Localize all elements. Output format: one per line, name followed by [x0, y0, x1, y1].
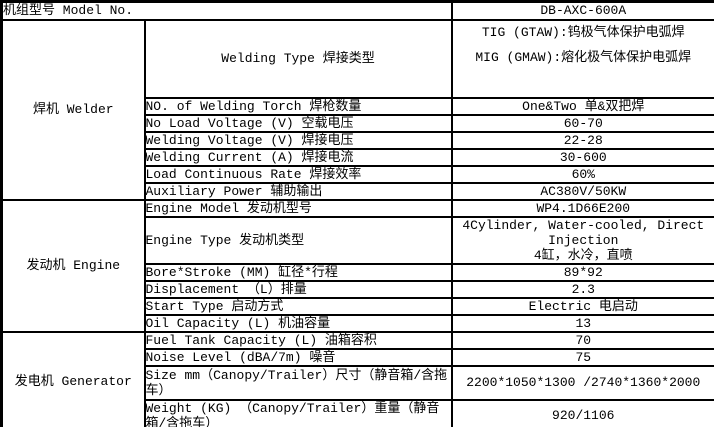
table-row-oil-capacity: Oil Capacity (L) 机油容量 13: [2, 313, 714, 333]
value-start-type: Electric 电启动: [450, 296, 714, 316]
value-welding-type: TIG (GTAW):钨极气体保护电弧焊 MIG (GMAW):熔化极气体保护电…: [450, 18, 714, 99]
table-row-start-type: Start Type 启动方式 Electric 电启动: [2, 296, 714, 316]
param-bore-stroke: Bore*Stroke (MM) 缸径*行程: [143, 262, 453, 282]
value-welding-type-mig: MIG (GMAW):熔化极气体保护电弧焊: [475, 49, 692, 65]
value-welding-current: 30-600: [450, 147, 714, 167]
param-noise-level: Noise Level (dBA/7m) 噪音: [143, 347, 453, 367]
table-row-noise-level: Noise Level (dBA/7m) 噪音 75: [2, 347, 714, 367]
table-row-engine-type: Engine Type 发动机类型 4Cylinder, Water-coole…: [2, 215, 714, 265]
param-displacement: Displacement （L）排量: [143, 279, 453, 299]
section-label-generator: 发电机 Generator: [0, 330, 146, 427]
table-row-model-no: 机组型号 Model No. DB-AXC-600A: [0, 0, 714, 21]
table-row-displacement: Displacement （L）排量 2.3: [2, 279, 714, 299]
value-displacement: 2.3: [450, 279, 714, 299]
table-row-fuel-tank-capacity: 发电机 Generator Fuel Tank Capacity (L) 油箱容…: [0, 330, 714, 427]
value-load-continuous-rate: 60%: [450, 164, 714, 184]
param-welding-type: Welding Type 焊接类型: [143, 18, 453, 99]
table-row-welding-torch: NO. of Welding Torch 焊枪数量 One&Two 单&双把焊: [2, 96, 714, 116]
param-welding-torch: NO. of Welding Torch 焊枪数量: [143, 96, 453, 116]
value-engine-type: 4Cylinder, Water-cooled, Direct Injectio…: [450, 215, 714, 265]
param-engine-model: Engine Model 发动机型号: [143, 198, 453, 218]
param-oil-capacity: Oil Capacity (L) 机油容量: [143, 313, 453, 333]
value-fuel-tank-capacity: 70: [450, 330, 714, 350]
value-engine-type-en: 4Cylinder, Water-cooled, Direct Injectio…: [462, 217, 705, 248]
section-label-welder: 焊机 Welder: [0, 18, 146, 201]
param-fuel-tank-capacity: Fuel Tank Capacity (L) 油箱容积: [143, 330, 453, 350]
param-weight: Weight (KG) （Canopy/Trailer）重量（静音箱/含拖车）: [143, 398, 453, 427]
table-row-auxiliary-power: Auxiliary Power 辅助输出 AC380V/50KW: [2, 181, 714, 201]
table-row-no-load-voltage: No Load Voltage (V) 空载电压 60-70: [2, 113, 714, 133]
model-no-label: 机组型号 Model No.: [0, 0, 453, 21]
param-auxiliary-power: Auxiliary Power 辅助输出: [143, 181, 453, 201]
value-no-load-voltage: 60-70: [450, 113, 714, 133]
value-weight: 920/1106: [450, 398, 714, 427]
param-start-type: Start Type 启动方式: [143, 296, 453, 316]
table-row-load-continuous-rate: Load Continuous Rate 焊接效率 60%: [2, 164, 714, 184]
table-row-weight: Weight (KG) （Canopy/Trailer）重量（静音箱/含拖车） …: [2, 398, 714, 427]
model-no-value: DB-AXC-600A: [450, 0, 714, 21]
param-size: Size mm（Canopy/Trailer）尺寸（静音箱/含拖车）: [143, 364, 453, 401]
section-label-engine: 发动机 Engine: [0, 198, 146, 333]
value-engine-model: WP4.1D66E200: [450, 198, 714, 218]
param-welding-voltage: Welding Voltage (V) 焊接电压: [143, 130, 453, 150]
table-row-welding-current: Welding Current (A) 焊接电流 30-600: [2, 147, 714, 167]
value-bore-stroke: 89*92: [450, 262, 714, 282]
value-welding-type-tig: TIG (GTAW):钨极气体保护电弧焊: [481, 24, 685, 40]
table-row-welding-type: 焊机 Welder Welding Type 焊接类型 TIG (GTAW):钨…: [0, 18, 714, 201]
value-auxiliary-power: AC380V/50KW: [450, 181, 714, 201]
table-row-bore-stroke: Bore*Stroke (MM) 缸径*行程 89*92: [2, 262, 714, 282]
value-engine-type-cn: 4缸，水冷，直喷: [533, 247, 633, 263]
param-engine-type: Engine Type 发动机类型: [143, 215, 453, 265]
value-noise-level: 75: [450, 347, 714, 367]
table-row-size: Size mm（Canopy/Trailer）尺寸（静音箱/含拖车） 2200*…: [2, 364, 714, 401]
value-size: 2200*1050*1300 /2740*1360*2000: [450, 364, 714, 401]
value-welding-torch: One&Two 单&双把焊: [450, 96, 714, 116]
param-welding-current: Welding Current (A) 焊接电流: [143, 147, 453, 167]
table-row-engine-model: 发动机 Engine Engine Model 发动机型号 WP4.1D66E2…: [0, 198, 714, 333]
param-no-load-voltage: No Load Voltage (V) 空载电压: [143, 113, 453, 133]
param-load-continuous-rate: Load Continuous Rate 焊接效率: [143, 164, 453, 184]
value-welding-voltage: 22-28: [450, 130, 714, 150]
value-oil-capacity: 13: [450, 313, 714, 333]
table-row-welding-voltage: Welding Voltage (V) 焊接电压 22-28: [2, 130, 714, 150]
